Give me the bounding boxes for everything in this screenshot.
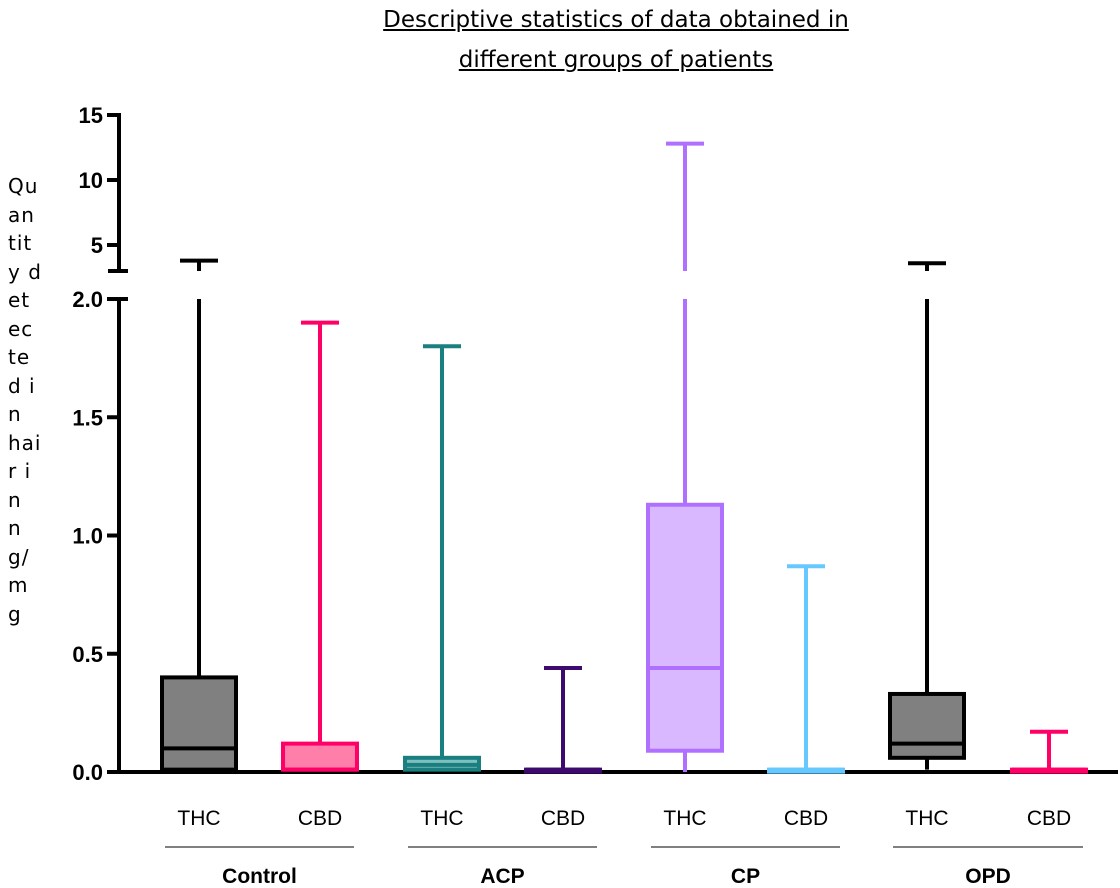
y-tick-label: 1.5 <box>72 405 103 430</box>
x-tick-label: THC <box>905 807 948 830</box>
group-label: OPD <box>965 865 1011 888</box>
chart-title-line-2: different groups of patients <box>458 47 774 73</box>
group-label: ACP <box>480 865 524 888</box>
y-tick-label: 2.0 <box>72 287 103 312</box>
y-tick-label: 0.0 <box>72 760 103 785</box>
box-control-thc <box>160 675 238 772</box>
group-label: Control <box>222 865 297 888</box>
y-axis-label: Quantity detected in hair in ng/mg <box>8 174 42 626</box>
y-tick-label: 5 <box>91 233 103 258</box>
x-tick-label: THC <box>177 807 220 830</box>
chart-title-line-1: Descriptive statistics of data obtained … <box>383 7 849 33</box>
y-tick-label: 10 <box>79 168 103 193</box>
x-tick-label: THC <box>663 807 706 830</box>
x-tick-label: CBD <box>541 807 585 830</box>
box-cp-thc <box>646 502 724 753</box>
box-control-cbd <box>281 741 359 772</box>
y-tick-label: 1.0 <box>72 524 103 549</box>
x-tick-label: THC <box>420 807 463 830</box>
box-opd-thc <box>888 691 966 760</box>
group-label: CP <box>731 865 760 888</box>
x-tick-label: CBD <box>784 807 828 830</box>
x-tick-label: CBD <box>298 807 342 830</box>
y-tick-label: 15 <box>79 103 103 128</box>
x-tick-label: CBD <box>1027 807 1071 830</box>
y-tick-label: 0.5 <box>72 642 103 667</box>
